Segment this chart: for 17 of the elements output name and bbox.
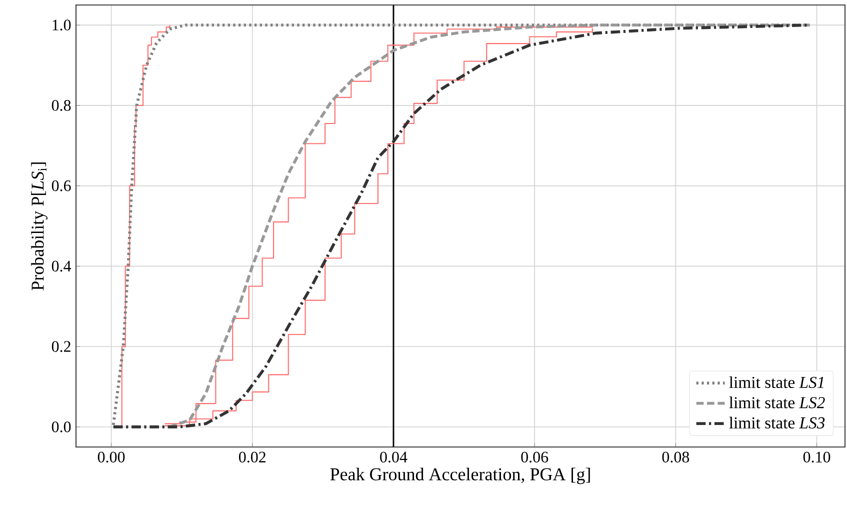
- x-tick-label: 0.08: [662, 452, 690, 463]
- legend-label: limit state LS1: [729, 376, 824, 388]
- y-tick-label: 0.0: [52, 421, 71, 432]
- x-axis-title: Peak Ground Acceleration, PGA [g]: [330, 468, 590, 484]
- y-axis-title: Probability P[LS$_{i}$]: [31, 162, 48, 290]
- x-tick-label: 0.02: [238, 452, 266, 463]
- legend-label: limit state LS2: [729, 396, 825, 408]
- y-tick-label: 0.6: [52, 180, 71, 192]
- y-tick-label: 1.0: [52, 20, 71, 31]
- y-tick-label: 0.8: [52, 100, 71, 111]
- y-tick-label: 0.2: [52, 341, 70, 352]
- x-tick-label: 0.00: [98, 452, 125, 463]
- legend-label: limit state LS3: [729, 416, 825, 429]
- x-tick-label: 0.06: [521, 452, 548, 463]
- x-tick-label: 0.04: [380, 452, 408, 463]
- y-tick-label: 0.4: [52, 260, 72, 272]
- x-tick-label: 0.10: [803, 452, 830, 463]
